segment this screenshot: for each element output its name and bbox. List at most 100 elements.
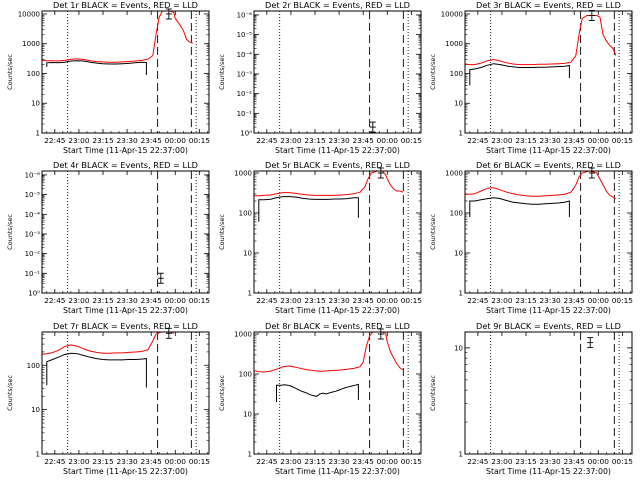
panel-det-6: Det 6r BLACK = Events, RED = LLD Counts/s… bbox=[429, 160, 633, 315]
y-tick-label: 10⁻¹ bbox=[25, 270, 41, 278]
y-axis-label: Counts/sec bbox=[218, 375, 226, 411]
y-tick-label: 10 bbox=[454, 344, 463, 352]
x-tick-label: 22:45 bbox=[467, 457, 489, 466]
x-tick-label: 23:45 bbox=[353, 296, 375, 305]
x-axis-label: Start Time (11-Apr-15 22:37:00) bbox=[63, 146, 188, 155]
panel-det-1: Det 1r BLACK = Events, RED = LLD Counts/s… bbox=[6, 0, 210, 155]
plot-frame bbox=[41, 170, 210, 294]
error-marker bbox=[157, 272, 164, 284]
x-tick-label: 23:15 bbox=[515, 136, 537, 145]
series-lld bbox=[41, 331, 174, 355]
plot-frame bbox=[41, 331, 210, 455]
y-tick-label: 10⁻³ bbox=[237, 70, 253, 78]
x-tick-label: 23:45 bbox=[141, 296, 163, 305]
x-tick-label: 23:15 bbox=[304, 457, 326, 466]
x-tick-label: 23:45 bbox=[564, 136, 586, 145]
x-tick-label: 22:45 bbox=[256, 296, 278, 305]
series-events bbox=[46, 352, 147, 388]
x-axis-label: Start Time (11-Apr-15 22:37:00) bbox=[486, 306, 611, 315]
plot-frame bbox=[253, 170, 422, 294]
x-tick-label: 00:00 bbox=[377, 136, 399, 145]
x-tick-label: 23:00 bbox=[491, 457, 513, 466]
panel-title: Det 3r BLACK = Events, RED = LLD bbox=[476, 0, 621, 10]
x-tick-label: 23:30 bbox=[116, 457, 138, 466]
panel-title: Det 6r BLACK = Events, RED = LLD bbox=[476, 160, 621, 170]
x-tick-label: 00:15 bbox=[612, 296, 634, 305]
y-tick-label: 1 bbox=[36, 451, 40, 459]
panel-det-2: Det 2r BLACK = Events, RED = LLD Counts/s… bbox=[218, 0, 422, 155]
panel-det-8: Det 8r BLACK = Events, RED = LLD Counts/s… bbox=[218, 321, 422, 476]
x-axis-label: Start Time (11-Apr-15 22:37:00) bbox=[486, 146, 611, 155]
y-axis-label: Counts/sec bbox=[429, 214, 437, 250]
y-tick-label: 1000 bbox=[445, 40, 463, 48]
x-tick-label: 00:00 bbox=[165, 296, 187, 305]
y-axis-label: Counts/sec bbox=[6, 375, 14, 411]
y-tick-label: 1 bbox=[36, 130, 40, 138]
x-tick-label: 23:00 bbox=[280, 296, 302, 305]
y-tick-label: 1000 bbox=[22, 40, 40, 48]
plot-frame bbox=[464, 170, 633, 294]
series-events bbox=[469, 197, 570, 217]
x-tick-label: 00:00 bbox=[377, 457, 399, 466]
x-tick-label: 23:00 bbox=[491, 136, 513, 145]
y-tick-label: 1 bbox=[459, 290, 463, 298]
y-tick-label: 10000 bbox=[441, 10, 463, 18]
error-marker bbox=[588, 167, 595, 179]
y-tick-label: 10⁻⁶ bbox=[237, 11, 253, 19]
error-marker bbox=[588, 10, 595, 21]
x-tick-label: 23:00 bbox=[68, 136, 90, 145]
y-tick-label: 10⁻¹ bbox=[237, 110, 253, 118]
y-tick-label: 100 bbox=[27, 362, 40, 370]
y-axis-label: Counts/sec bbox=[429, 375, 437, 411]
x-tick-label: 00:15 bbox=[189, 296, 211, 305]
y-tick-label: 10⁻⁵ bbox=[237, 31, 253, 39]
panel-title: Det 4r BLACK = Events, RED = LLD bbox=[53, 160, 198, 170]
panel-det-5: Det 5r BLACK = Events, RED = LLD Counts/s… bbox=[218, 160, 422, 315]
x-tick-label: 00:00 bbox=[377, 296, 399, 305]
x-tick-label: 23:30 bbox=[116, 296, 138, 305]
x-tick-label: 00:15 bbox=[612, 457, 634, 466]
y-tick-label: 1 bbox=[459, 130, 463, 138]
y-tick-label: 10⁻⁶ bbox=[25, 171, 41, 179]
y-tick-label: 10 bbox=[454, 250, 463, 258]
x-tick-label: 22:45 bbox=[44, 136, 66, 145]
plot-frame bbox=[253, 331, 422, 455]
y-tick-label: 10000 bbox=[18, 10, 40, 18]
series-lld bbox=[254, 170, 404, 197]
x-tick-label: 23:15 bbox=[304, 296, 326, 305]
y-tick-label: 100 bbox=[27, 70, 40, 78]
y-axis-label: Counts/sec bbox=[218, 214, 226, 250]
x-tick-label: 23:45 bbox=[564, 296, 586, 305]
y-tick-label: 1000 bbox=[234, 170, 252, 178]
error-marker bbox=[377, 328, 384, 340]
panel-det-3: Det 3r BLACK = Events, RED = LLD Counts/s… bbox=[429, 0, 633, 155]
x-tick-label: 23:15 bbox=[304, 136, 326, 145]
y-tick-label: 10⁻³ bbox=[25, 230, 41, 238]
series-events bbox=[276, 383, 359, 402]
y-tick-label: 1000 bbox=[234, 331, 252, 339]
x-tick-label: 00:00 bbox=[588, 136, 610, 145]
y-tick-label: 10 bbox=[31, 100, 40, 108]
x-tick-label: 23:45 bbox=[564, 457, 586, 466]
y-tick-label: 10⁰ bbox=[28, 290, 40, 298]
series-lld bbox=[465, 170, 617, 200]
x-tick-label: 23:15 bbox=[92, 457, 114, 466]
y-tick-label: 10⁻⁵ bbox=[25, 191, 41, 199]
y-tick-label: 100 bbox=[239, 210, 252, 218]
x-tick-label: 22:45 bbox=[467, 136, 489, 145]
x-tick-label: 23:00 bbox=[280, 136, 302, 145]
panel-title: Det 9r BLACK = Events, RED = LLD bbox=[476, 321, 621, 331]
x-tick-label: 23:15 bbox=[515, 457, 537, 466]
x-axis-label: Start Time (11-Apr-15 22:37:00) bbox=[486, 467, 611, 476]
x-tick-label: 00:15 bbox=[401, 136, 423, 145]
x-tick-label: 23:15 bbox=[92, 136, 114, 145]
x-tick-label: 23:00 bbox=[491, 296, 513, 305]
x-tick-label: 22:45 bbox=[44, 457, 66, 466]
y-tick-label: 100 bbox=[450, 210, 463, 218]
x-tick-label: 23:45 bbox=[141, 136, 163, 145]
panel-title: Det 7r BLACK = Events, RED = LLD bbox=[53, 321, 198, 331]
error-marker bbox=[165, 327, 172, 339]
x-tick-label: 23:30 bbox=[116, 136, 138, 145]
series-lld bbox=[464, 15, 617, 66]
